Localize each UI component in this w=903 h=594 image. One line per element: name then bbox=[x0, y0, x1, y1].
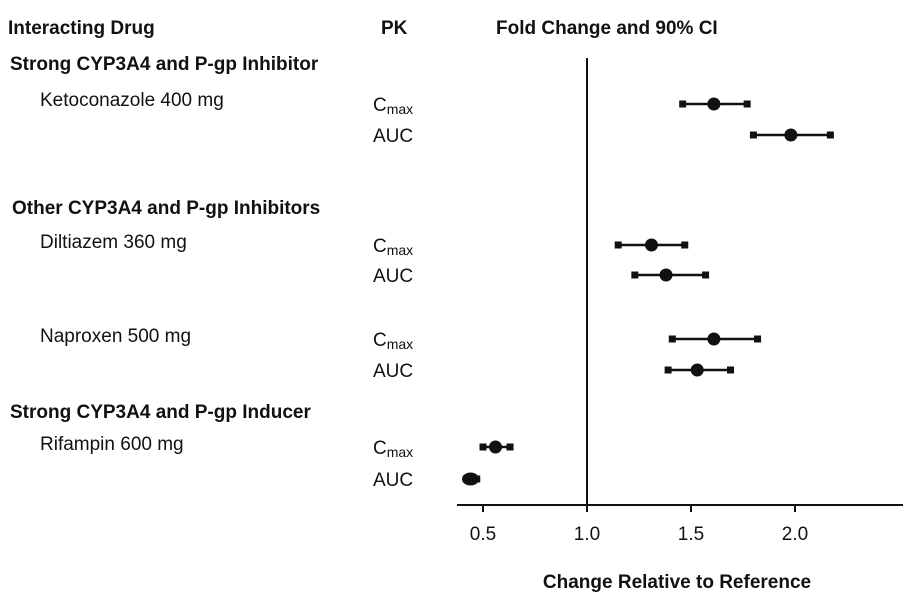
point-estimate bbox=[784, 128, 798, 142]
point-estimate bbox=[707, 97, 721, 111]
pk-label-main: AUC bbox=[373, 470, 413, 491]
x-tick-label: 0.5 bbox=[470, 524, 496, 545]
ci-lower-cap bbox=[631, 271, 639, 279]
pk-label: AUC bbox=[373, 266, 413, 287]
ci-lower-cap bbox=[664, 366, 672, 374]
forest-rows: Cmax AUC Cmax AUC Cmax AUC Cmax AUC bbox=[373, 95, 834, 491]
point-estimate bbox=[690, 363, 704, 377]
ci-upper-cap bbox=[727, 366, 735, 374]
x-tick-label: 2.0 bbox=[782, 524, 808, 545]
pk-label-main: AUC bbox=[373, 266, 413, 287]
pk-label-subscript: max bbox=[387, 444, 413, 460]
ci-lower-cap bbox=[614, 241, 622, 249]
pk-label-main: C bbox=[373, 438, 387, 459]
x-axis-ticks: 0.5 1.0 1.5 2.0 bbox=[470, 505, 808, 545]
pk-label-main: AUC bbox=[373, 126, 413, 147]
ci-lower-cap bbox=[479, 443, 487, 451]
pk-label-main: C bbox=[373, 330, 387, 351]
drug-label-ketoconazole: Ketoconazole 400 mg bbox=[40, 90, 224, 111]
ci-upper-cap bbox=[754, 335, 762, 343]
x-tick-label: 1.5 bbox=[678, 524, 704, 545]
point-estimate bbox=[488, 440, 502, 454]
ci-upper-cap bbox=[702, 271, 710, 279]
ci-upper-cap bbox=[506, 443, 514, 451]
pk-label-subscript: max bbox=[387, 336, 413, 352]
point-estimate bbox=[659, 268, 673, 282]
x-tick-label: 1.0 bbox=[574, 524, 600, 545]
group-label-other-inhibitors: Other CYP3A4 and P-gp Inhibitors bbox=[12, 198, 320, 219]
pk-label: Cmax bbox=[373, 95, 413, 117]
ci-lower-cap bbox=[668, 335, 676, 343]
pk-label-main: AUC bbox=[373, 361, 413, 382]
ci-lower-cap bbox=[749, 131, 757, 139]
pk-label-main: C bbox=[373, 236, 387, 257]
group-label-strong-inhibitor: Strong CYP3A4 and P-gp Inhibitor bbox=[10, 54, 319, 75]
pk-label-subscript: max bbox=[387, 101, 413, 117]
ci-lower-cap bbox=[679, 100, 687, 108]
header-interacting-drug: Interacting Drug bbox=[8, 18, 155, 39]
drug-label-naproxen: Naproxen 500 mg bbox=[40, 326, 191, 347]
x-axis-label: Change Relative to Reference bbox=[543, 572, 811, 593]
drug-label-diltiazem: Diltiazem 360 mg bbox=[40, 232, 187, 253]
pk-label: Cmax bbox=[373, 236, 413, 258]
drug-label-rifampin: Rifampin 600 mg bbox=[40, 434, 184, 455]
pk-label: AUC bbox=[373, 361, 413, 382]
point-estimate bbox=[707, 332, 721, 346]
pk-label: Cmax bbox=[373, 330, 413, 352]
ci-upper-cap bbox=[743, 100, 751, 108]
ci-upper-cap bbox=[826, 131, 834, 139]
group-label-strong-inducer: Strong CYP3A4 and P-gp Inducer bbox=[10, 402, 311, 423]
pk-label: AUC bbox=[373, 470, 413, 491]
header-fold-change: Fold Change and 90% CI bbox=[496, 18, 718, 39]
pk-label-subscript: max bbox=[387, 242, 413, 258]
pk-label-main: C bbox=[373, 95, 387, 116]
ci-upper-cap bbox=[681, 241, 689, 249]
point-estimate bbox=[462, 472, 480, 486]
pk-label: AUC bbox=[373, 126, 413, 147]
pk-label: Cmax bbox=[373, 438, 413, 460]
header-pk: PK bbox=[381, 18, 408, 39]
point-estimate bbox=[644, 238, 658, 252]
